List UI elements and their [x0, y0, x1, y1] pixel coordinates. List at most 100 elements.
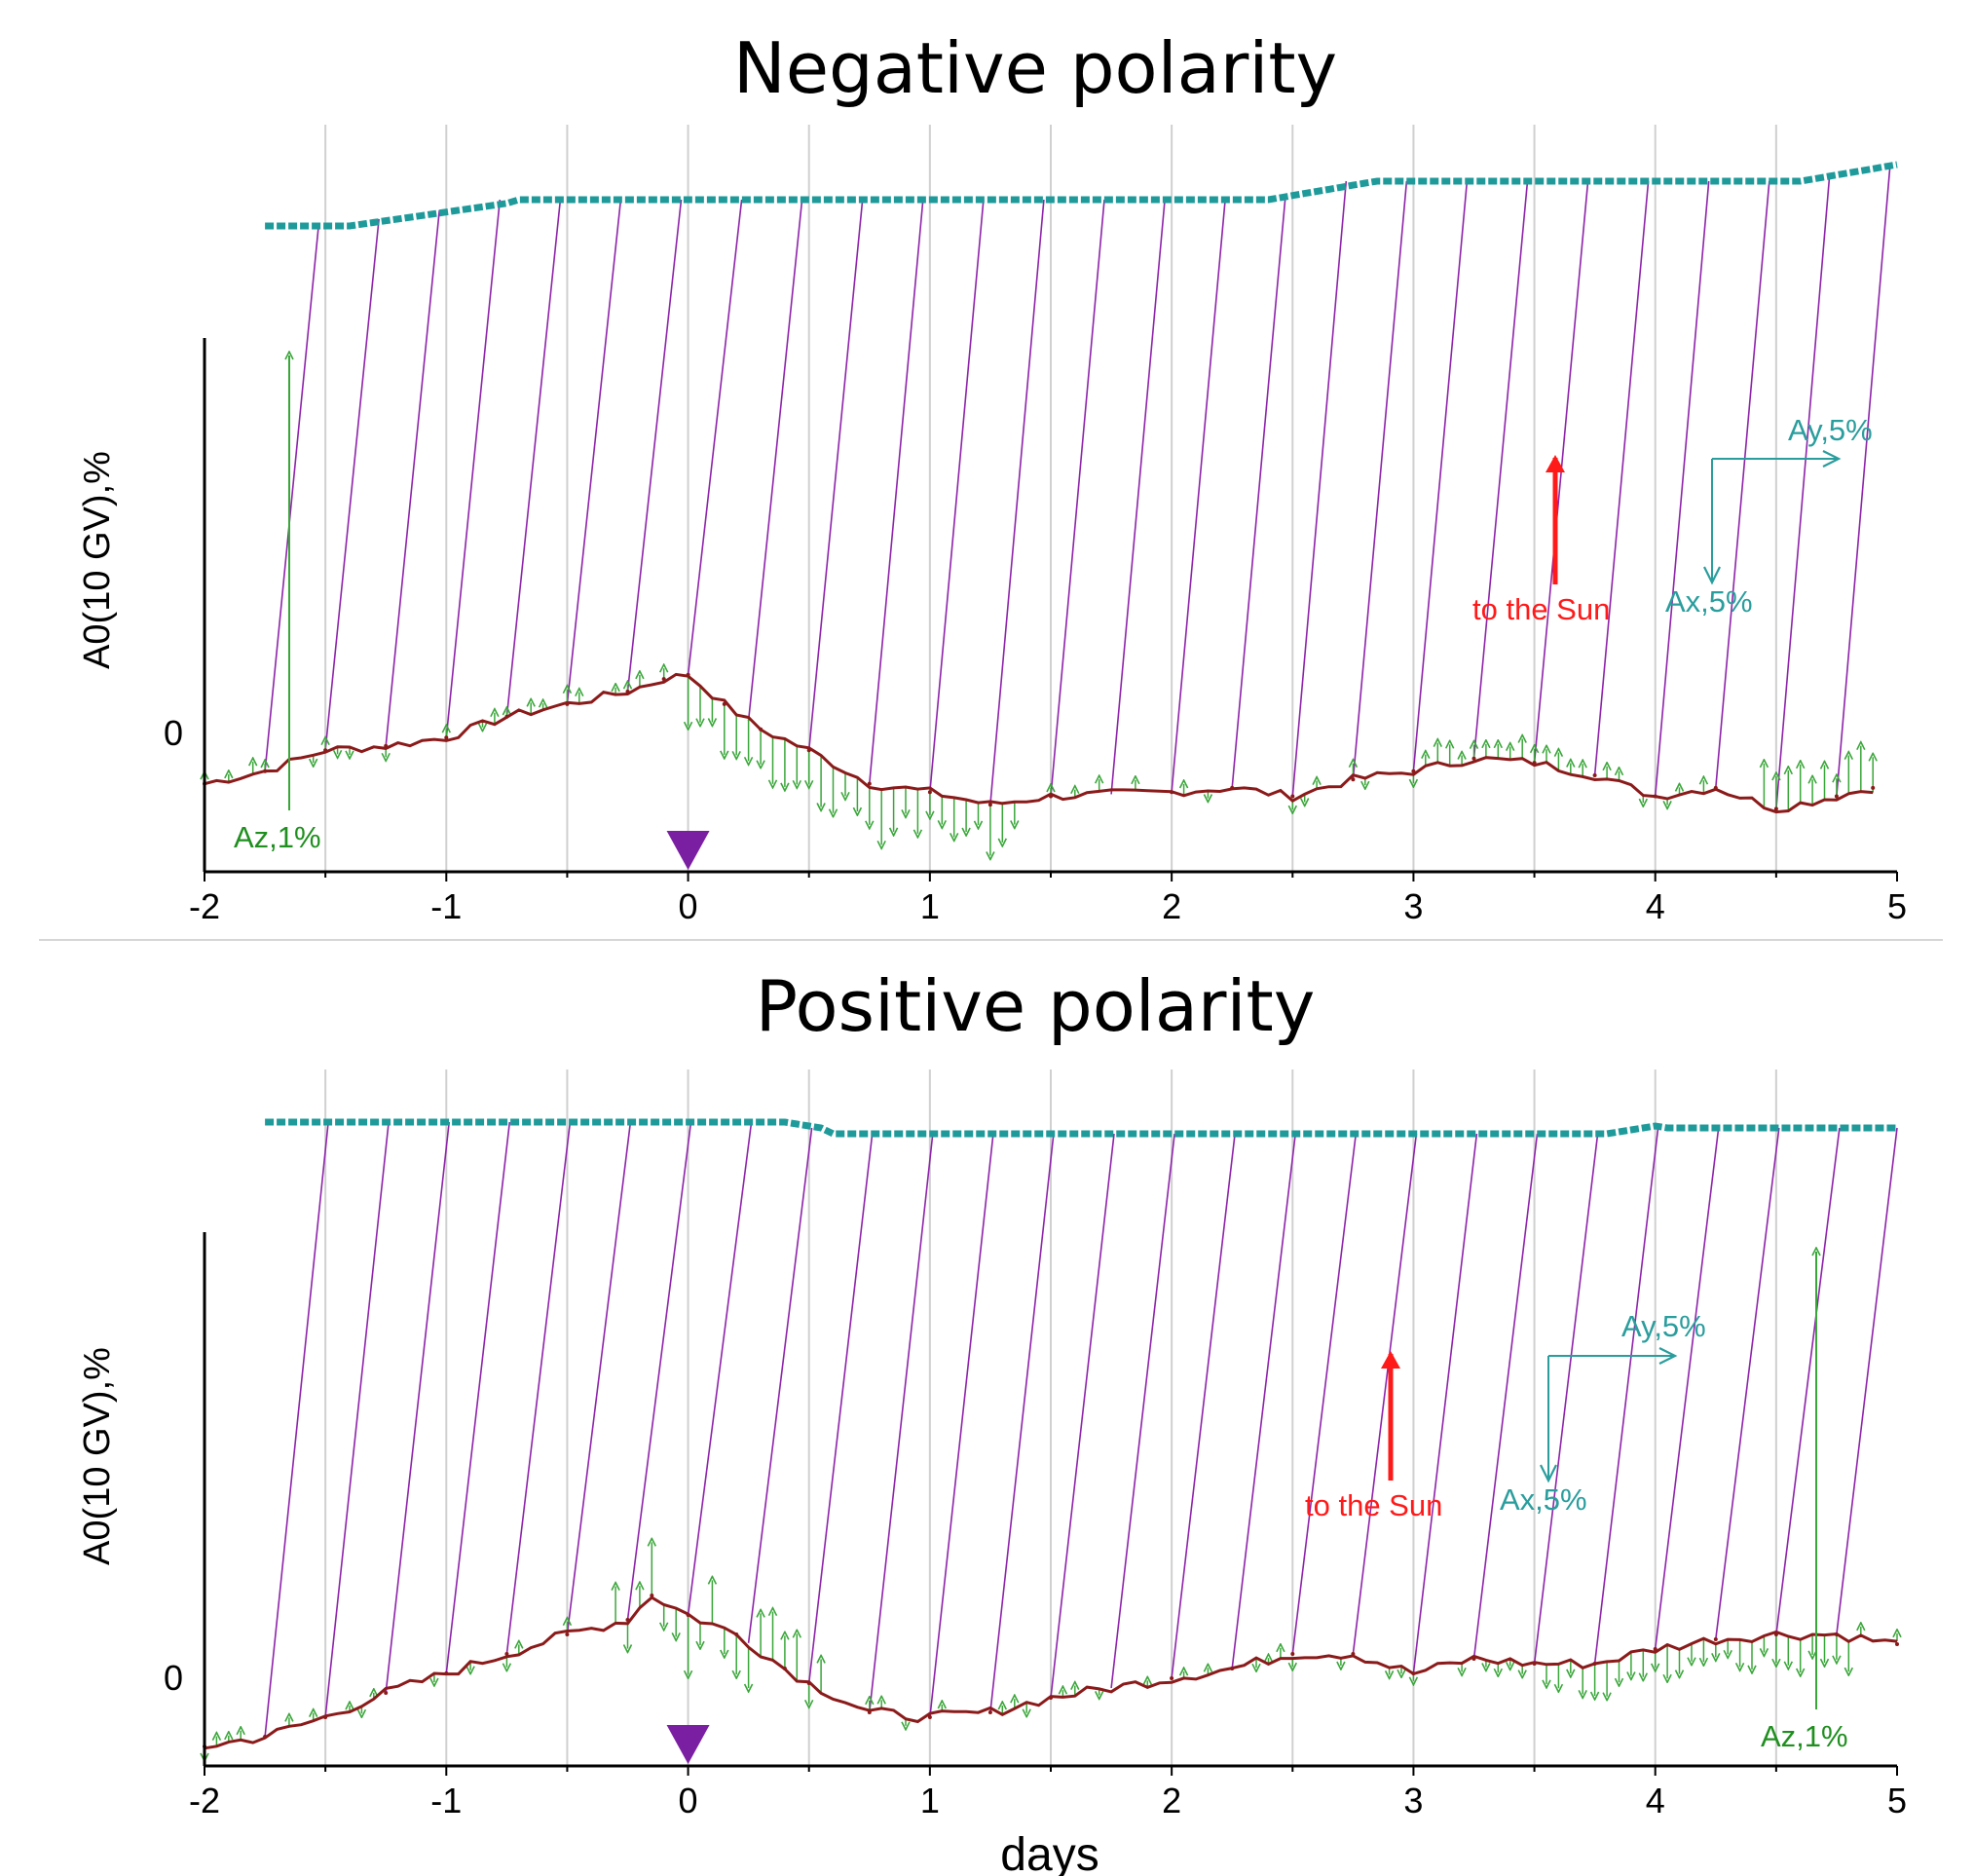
x-tick-label: 5 [1887, 886, 1907, 926]
x-tick-label: 4 [1646, 886, 1665, 926]
axy-vector [445, 199, 502, 738]
a0-point [625, 690, 630, 694]
a0-point [1411, 1671, 1416, 1675]
a0-point [1653, 1647, 1657, 1651]
axy-vector [1110, 1133, 1175, 1689]
axy-vector [1533, 1133, 1599, 1665]
a0-point [1230, 1667, 1235, 1670]
axy-vector [385, 1121, 450, 1694]
a0-point [987, 803, 992, 807]
a0-point [1290, 794, 1295, 799]
axy-vector [687, 1121, 753, 1616]
a0-point [323, 1715, 328, 1719]
a0-point [686, 672, 690, 677]
sun-direction-label: to the Sun [1472, 592, 1610, 626]
x-tick-label: 0 [679, 1781, 698, 1820]
a0-point [1773, 807, 1778, 811]
a0-point [625, 1618, 630, 1622]
a0-point [1532, 1662, 1537, 1666]
a0-point [1049, 794, 1053, 799]
a0-data-points [203, 1594, 1899, 1748]
a0-point [867, 781, 872, 786]
vertical-gridlines [324, 1069, 1777, 1766]
axy-vector [1352, 180, 1408, 780]
axy-vector [1472, 180, 1529, 759]
x-tick-label: -2 [189, 1781, 220, 1820]
a0-point [263, 769, 268, 773]
axy-vector [1412, 1133, 1478, 1674]
axy-vector [566, 199, 622, 704]
x-tick-marks [204, 1766, 1898, 1776]
a0-point [1471, 756, 1476, 761]
az-scale-label: Az,1% [1761, 1719, 1848, 1753]
axy-vector [1836, 1127, 1898, 1635]
axy-vector [1654, 1127, 1720, 1650]
a0-point [759, 727, 764, 732]
axy-vector [505, 199, 562, 717]
x-tick-label: 2 [1162, 886, 1181, 926]
a0-point [661, 677, 666, 682]
a0-point [987, 1710, 992, 1714]
axy-vector [1050, 199, 1105, 797]
axy-vector [1654, 180, 1710, 797]
axy-vector [929, 199, 985, 793]
axy-vector [264, 225, 319, 771]
axy-vector [566, 1121, 632, 1635]
axy-vector [505, 1121, 572, 1655]
x-tick-label: 3 [1403, 886, 1423, 926]
a0-point [927, 790, 932, 795]
axy-vector [1171, 199, 1226, 793]
panel-negative-polarity: Negative polarity 0 A0(10 GV),% Az,1% to… [77, 27, 1907, 926]
a0-point [1230, 785, 1235, 790]
axy-vector [807, 199, 864, 751]
a0-point [1592, 773, 1597, 777]
axy-vector [1775, 172, 1831, 809]
az-arrows [205, 668, 1873, 855]
x-tick-label: -1 [430, 886, 462, 926]
a0-point [867, 1710, 872, 1714]
a0-point [1170, 1676, 1174, 1680]
axy-vector [1715, 180, 1770, 788]
a0-point [1773, 1632, 1778, 1636]
x-tick-label: 0 [679, 886, 698, 926]
ay-scale-label: Ay,5% [1621, 1309, 1706, 1343]
a0-point [650, 1594, 654, 1597]
axy-vector [1472, 1133, 1539, 1660]
ay-scale-label: Ay,5% [1788, 413, 1873, 447]
chart-title: Negative polarity [733, 27, 1337, 109]
axy-vector [747, 199, 803, 722]
a0-point [806, 748, 811, 753]
axy-vector-lines [264, 1121, 1898, 1738]
event-marker-triangle [666, 831, 710, 870]
a0-point [1895, 1642, 1899, 1646]
y-axis-label: A0(10 GV),% [77, 451, 118, 669]
x-tick-label: -1 [430, 1781, 462, 1820]
a0-point [1834, 1632, 1839, 1636]
axy-vector [687, 199, 743, 675]
x-tick-marks [204, 872, 1898, 882]
axy-vector [1836, 164, 1891, 797]
axy-vector [1110, 199, 1166, 795]
a0-point [1290, 1652, 1295, 1656]
axy-vector [929, 1133, 994, 1718]
axy-vector [869, 199, 924, 784]
a0-point [444, 735, 449, 740]
y-axis-label: A0(10 GV),% [77, 1347, 118, 1565]
ax-scale-label: Ax,5% [1500, 1482, 1587, 1517]
event-marker-triangle [666, 1725, 710, 1764]
axy-vector [324, 1121, 390, 1718]
axy-vector [989, 199, 1045, 806]
axy-vector [1593, 1127, 1659, 1665]
axy-vector [1291, 1133, 1358, 1655]
a0-series-line [204, 672, 1874, 814]
a0-data-points [203, 672, 1876, 811]
x-tick-label: 1 [920, 886, 940, 926]
y-tick-label-0: 0 [164, 713, 183, 753]
a0-point [1351, 777, 1356, 782]
a0-point [504, 714, 509, 719]
panel-positive-polarity: Positive polarity 0 A0(10 GV),% days Az,… [77, 965, 1907, 1876]
axy-vector [1171, 1133, 1236, 1679]
a0-point [263, 1735, 268, 1739]
a0-point [1170, 790, 1174, 795]
axy-vector [1231, 1133, 1296, 1670]
